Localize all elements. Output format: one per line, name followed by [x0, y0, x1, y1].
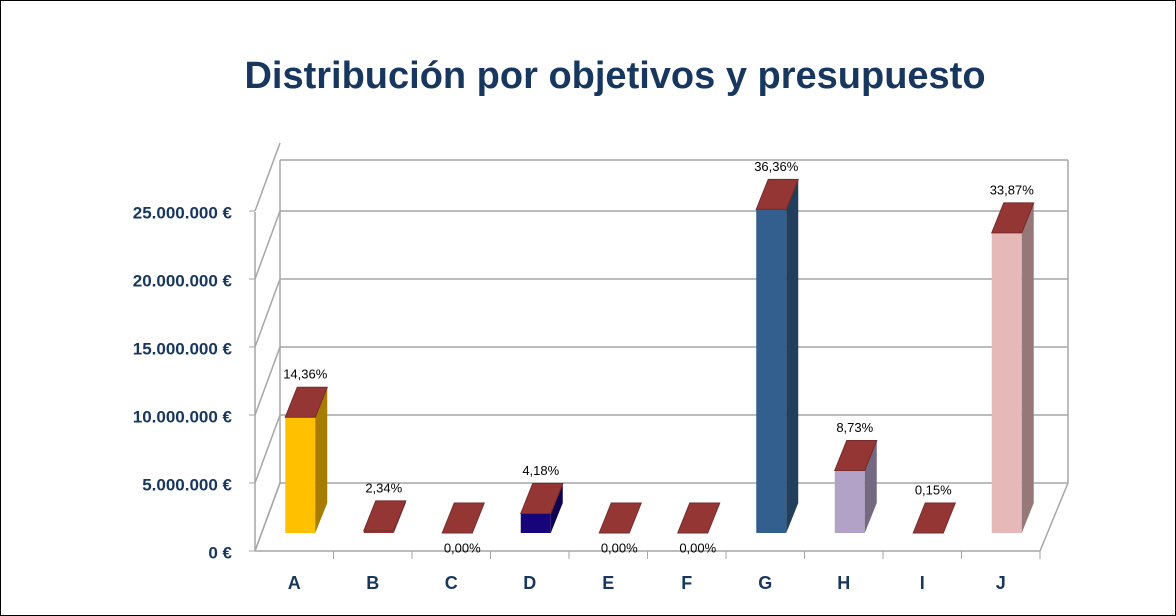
x-tick-label: E	[602, 573, 614, 593]
data-label: 0,00%	[444, 540, 481, 555]
data-label: 0,00%	[601, 540, 638, 555]
bar-cap	[834, 439, 878, 471]
x-tick-label: H	[837, 573, 850, 593]
data-label: 33,87%	[990, 182, 1035, 197]
bar-side	[315, 387, 328, 533]
bar	[756, 209, 787, 533]
x-tick-label: G	[758, 573, 772, 593]
chart-title: Distribución por objetivos y presupuesto	[244, 55, 985, 97]
bar-cap	[363, 500, 407, 532]
y-tick-label: 25.000.000 €	[133, 203, 233, 222]
grid-line	[254, 210, 281, 280]
grid-line	[254, 482, 281, 552]
x-tick-label: C	[445, 573, 458, 593]
x-tick-label: J	[996, 573, 1006, 593]
floor-right	[1039, 482, 1069, 552]
grid-line	[254, 414, 281, 484]
data-label: 0,15%	[915, 482, 952, 497]
bar-cap	[598, 502, 642, 534]
bar-cap	[755, 178, 799, 210]
x-tick-label: I	[920, 573, 925, 593]
bar-cap	[441, 502, 485, 534]
y-tick-label: 15.000.000 €	[133, 339, 233, 358]
y-tick-label: 0 €	[208, 543, 232, 562]
bar	[991, 232, 1022, 533]
bar-cap	[677, 502, 721, 534]
data-label: 36,36%	[754, 159, 799, 174]
data-label: 8,73%	[836, 420, 873, 435]
grid-line	[254, 278, 281, 348]
grid-line	[254, 346, 281, 416]
x-tick-label: A	[288, 573, 301, 593]
bar	[363, 530, 394, 533]
bar-side	[1021, 202, 1034, 533]
bar	[520, 513, 551, 533]
bar-cap	[284, 386, 328, 418]
x-tick-label: D	[523, 573, 536, 593]
bar-side	[550, 483, 563, 533]
grid-line	[254, 142, 281, 212]
y-tick-label: 20.000.000 €	[133, 271, 233, 290]
bar	[285, 417, 316, 533]
x-tick-label: F	[681, 573, 692, 593]
data-label: 4,18%	[522, 463, 559, 478]
bar	[834, 470, 865, 533]
bar-cap	[912, 502, 956, 534]
bar-cap	[520, 483, 564, 515]
x-tick-label: B	[366, 573, 379, 593]
data-label: 0,00%	[679, 540, 716, 555]
data-label: 14,36%	[283, 367, 328, 382]
bar-cap	[991, 202, 1035, 234]
bar-side	[786, 179, 799, 533]
y-tick-label: 5.000.000 €	[142, 475, 232, 494]
y-tick-label: 10.000.000 €	[133, 407, 233, 426]
data-label: 2,34%	[365, 480, 402, 495]
